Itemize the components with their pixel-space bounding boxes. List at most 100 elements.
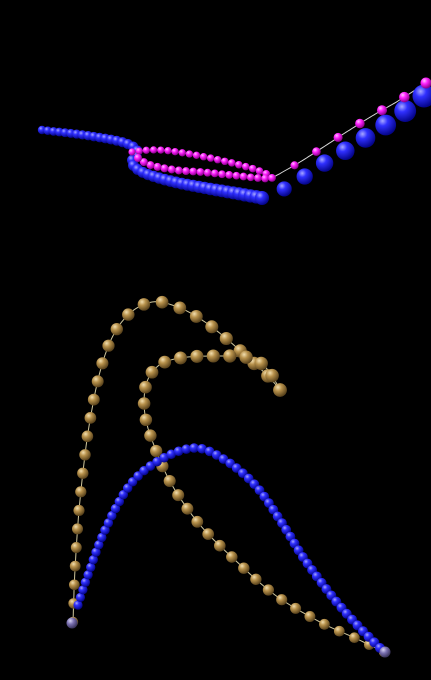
bead bbox=[218, 170, 226, 179]
bead bbox=[128, 148, 136, 156]
bead bbox=[213, 155, 222, 164]
bead bbox=[239, 350, 253, 364]
bead bbox=[79, 449, 91, 461]
bead bbox=[173, 446, 184, 457]
bead bbox=[88, 555, 98, 565]
bead bbox=[103, 518, 114, 528]
bead bbox=[145, 461, 156, 471]
bead bbox=[72, 523, 83, 535]
bead bbox=[75, 592, 86, 603]
bead bbox=[145, 365, 159, 379]
bead bbox=[157, 146, 165, 154]
bead bbox=[164, 147, 172, 155]
bead bbox=[206, 154, 215, 162]
bead bbox=[196, 168, 205, 176]
bead bbox=[199, 153, 208, 161]
bead bbox=[304, 611, 316, 622]
bead bbox=[75, 486, 87, 498]
bead bbox=[102, 339, 115, 352]
bead bbox=[174, 351, 187, 365]
bead bbox=[70, 542, 82, 553]
bead bbox=[78, 585, 88, 595]
bead bbox=[80, 577, 91, 587]
bead bbox=[139, 413, 153, 427]
bead bbox=[163, 474, 176, 488]
bead bbox=[203, 168, 212, 177]
bead bbox=[273, 383, 287, 397]
bead bbox=[86, 562, 96, 572]
bead bbox=[77, 467, 89, 479]
bead bbox=[155, 295, 169, 309]
bead bbox=[376, 105, 388, 116]
bead bbox=[261, 174, 269, 183]
bead bbox=[349, 632, 360, 643]
bead bbox=[158, 355, 172, 369]
bead bbox=[399, 91, 410, 103]
bead bbox=[214, 539, 226, 552]
bead bbox=[91, 547, 101, 557]
bead bbox=[134, 154, 142, 162]
bead bbox=[182, 167, 190, 176]
bead bbox=[189, 167, 198, 176]
bead-layer bbox=[37, 77, 431, 658]
bead bbox=[152, 456, 162, 467]
bead bbox=[107, 511, 117, 521]
bead bbox=[84, 412, 97, 424]
bead bbox=[91, 375, 104, 388]
bead bbox=[149, 146, 158, 154]
blue-chain-top-right bbox=[255, 84, 431, 205]
bead bbox=[232, 171, 241, 180]
blue-chain-top-left bbox=[37, 125, 269, 205]
bead bbox=[223, 349, 237, 363]
bead bbox=[205, 320, 219, 334]
bead bbox=[238, 562, 250, 574]
bead bbox=[146, 161, 155, 170]
bead bbox=[153, 162, 162, 171]
bead bbox=[190, 349, 204, 363]
bead bbox=[173, 301, 187, 315]
bead bbox=[420, 77, 431, 89]
bead bbox=[122, 308, 135, 321]
gold-thread-inner bbox=[143, 355, 385, 653]
bead bbox=[336, 141, 355, 161]
bead bbox=[239, 172, 248, 181]
bead bbox=[235, 160, 243, 169]
bead bbox=[94, 540, 104, 550]
bead bbox=[221, 157, 229, 166]
bead bbox=[319, 618, 330, 630]
bead bbox=[226, 551, 238, 563]
bead bbox=[68, 579, 80, 591]
bead bbox=[150, 444, 163, 458]
bead bbox=[137, 397, 151, 410]
bead bbox=[255, 167, 264, 175]
bead bbox=[265, 368, 279, 383]
gold-chain-inner bbox=[137, 349, 390, 658]
bead bbox=[135, 147, 143, 155]
bead bbox=[312, 147, 321, 156]
bead bbox=[81, 430, 94, 443]
bead bbox=[159, 453, 169, 463]
bead bbox=[228, 159, 236, 167]
bead bbox=[210, 169, 219, 178]
bead bbox=[137, 298, 151, 311]
bead bbox=[355, 118, 365, 129]
bead bbox=[375, 114, 397, 136]
bead bbox=[110, 322, 123, 336]
bead bbox=[83, 570, 93, 580]
bead bbox=[333, 625, 345, 637]
endpoint-right bbox=[379, 646, 391, 658]
bead bbox=[97, 532, 107, 543]
bead bbox=[73, 504, 85, 516]
bead bbox=[276, 181, 292, 197]
bead bbox=[114, 496, 124, 507]
endpoint-left bbox=[66, 617, 78, 629]
bead bbox=[225, 171, 234, 179]
bead bbox=[96, 357, 109, 370]
bead bbox=[219, 331, 233, 346]
bead bbox=[296, 168, 313, 185]
magenta-thread-tail bbox=[271, 82, 427, 179]
bead bbox=[172, 489, 185, 502]
bead bbox=[290, 602, 302, 614]
bead bbox=[246, 173, 255, 182]
